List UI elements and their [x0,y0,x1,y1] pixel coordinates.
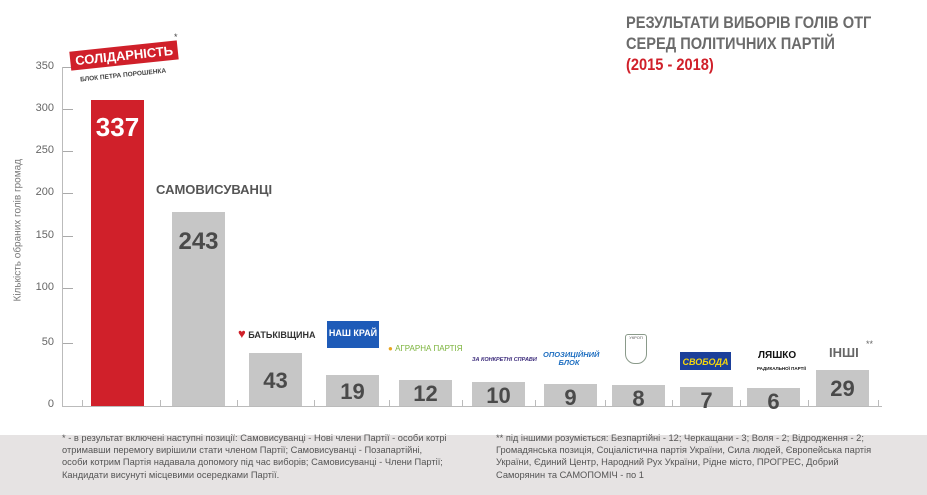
svoboda-logo: СВОБОДА [680,352,731,370]
x-tick-mark [808,400,809,407]
solidarnist-logo-subtitle: БЛОК ПЕТРА ПОРОШЕНКА [79,67,167,84]
bar-value-label: 8 [632,386,645,411]
y-tick-mark [63,151,73,152]
bar-value-label: 43 [263,367,288,393]
ukrop-logo: УКРОП [625,334,647,364]
y-tick-mark [63,236,73,237]
solidarnist-footnote-mark: * [174,32,178,42]
bar-value-label: 243 [178,228,219,255]
bar-value-label: 9 [564,384,577,410]
bar-опозиційний-блок [544,383,597,406]
bar-за-конкретні-справи [472,382,525,406]
bar-value-label: 337 [95,112,140,142]
footer-band [0,435,927,495]
bar-value-label: 29 [830,376,855,401]
y-tick-mark [63,67,73,68]
bar-самовисуванці [172,212,225,406]
y-tick-label: 150 [35,229,54,241]
x-axis-line [62,406,882,407]
y-axis-line [62,67,63,407]
y-tick-label: 50 [41,336,54,348]
bar-value-label: 7 [700,387,713,413]
bar-value-label: 12 [413,381,438,407]
y-tick-label: 100 [35,281,54,293]
batkivshchyna-text: БАТЬКІВЩИНА [248,330,316,340]
y-tick-mark [63,288,73,289]
bar-value-label: 19 [340,378,365,404]
y-tick-label: 250 [35,144,54,156]
x-tick-mark [237,400,238,407]
samovysuvantsi-label: САМОВИСУВАНЦІ [156,182,273,197]
nash-krai-logo: НАШ КРАЙ [327,321,379,348]
footnote-left: * - в результат включені наступні позиці… [62,433,447,480]
y-tick-mark [63,193,73,194]
lyashko-logo-subtitle: РАДИКАЛЬНОЇ ПАРТІЇ [757,366,806,371]
x-tick-mark [160,400,161,407]
konkretni-spravy-logo: ЗА КОНКРЕТНІ СПРАВИ [472,357,537,363]
title-period: (2015 - 2018) [626,55,714,74]
lyashko-logo: ЛЯШКО [758,350,797,361]
agrarna-text: АГРАРНА ПАРТІЯ [395,344,463,353]
bar-свобода [680,386,733,406]
inshi-label: ІНШІ [829,345,859,360]
bar-укроп [612,385,665,406]
bar-батьківщина [249,353,302,406]
chart-title: РЕЗУЛЬТАТИ ВИБОРІВ ГОЛІВ ОТГ СЕРЕД ПОЛІТ… [626,12,871,75]
bar-value-label: 10 [486,383,511,408]
y-tick-label: 0 [47,398,54,410]
x-tick-mark [535,400,536,407]
y-tick-mark [63,109,73,110]
x-tick-mark [878,400,879,407]
opozytsiinyi-blok-logo: ОПОЗИЦІЙНИЙ БЛОК [543,350,600,367]
x-tick-mark [605,400,606,407]
bar-солідарність [91,100,144,406]
title-line-2: СЕРЕД ПОЛІТИЧНИХ ПАРТІЙ [626,34,835,53]
x-tick-mark [672,400,673,407]
y-tick-label: 350 [35,60,54,72]
x-tick-mark [314,400,315,407]
x-tick-mark [389,400,390,407]
y-tick-label: 200 [35,186,54,198]
bar-наш-край [326,375,379,406]
x-tick-mark [82,400,83,407]
y-tick-label: 300 [35,102,54,114]
bar-інші [816,370,869,406]
footnote-right: ** під іншими розуміється: Безпартійні -… [496,433,872,480]
bar-аграрна-партія [399,380,452,406]
sun-icon: ● [388,344,393,353]
solidarnist-logo: СОЛІДАРНІСТЬ [69,40,179,71]
batkivshchyna-logo: ♥ БАТЬКІВЩИНА [238,326,316,341]
title-line-1: РЕЗУЛЬТАТИ ВИБОРІВ ГОЛІВ ОТГ [626,13,872,32]
y-axis-label: Кількість обраних голів громад [12,158,24,302]
x-tick-mark [740,400,741,407]
heart-icon: ♥ [238,326,246,341]
x-tick-mark [462,400,463,407]
bar-ляшко [747,388,800,406]
bar-value-label: 6 [767,389,780,414]
inshi-footnote-mark: ** [866,339,874,349]
agrarna-logo: ● АГРАРНА ПАРТІЯ [388,344,463,354]
ukrop-text: УКРОП [629,335,643,340]
y-tick-mark [63,343,73,344]
